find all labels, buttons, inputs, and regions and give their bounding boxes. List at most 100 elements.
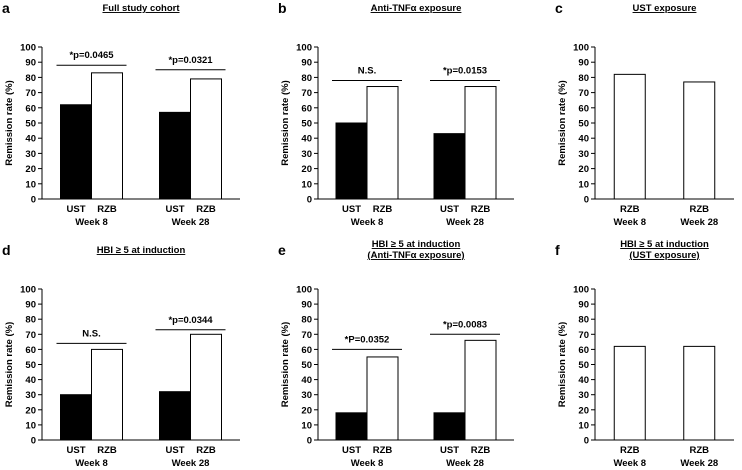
- panel-b-y-axis-label: Remission rate (%): [280, 80, 291, 166]
- panel-c-title-line-0: UST exposure: [633, 3, 697, 14]
- panel-a-bar-week-28-ust: [159, 111, 191, 200]
- panel-c-y-tick-label-80: 80: [578, 73, 589, 84]
- panel-a-y-axis-label: Remission rate (%): [4, 80, 15, 166]
- panel-d-bar-week-28-ust: [159, 391, 191, 441]
- panel-b-cat-label-1-1: RZB: [471, 204, 491, 215]
- panel-d-cat-label-0-1: RZB: [97, 445, 117, 456]
- panel-f-y-tick-label-0: 0: [584, 436, 589, 447]
- panel-b-y-tick-label-10: 10: [301, 179, 312, 190]
- panel-b-y-tick-label-90: 90: [301, 58, 312, 69]
- panel-d-y-tick-label-10: 10: [25, 420, 36, 431]
- panel-e-y-tick-label-20: 20: [301, 405, 312, 416]
- panel-e-y-tick-label-60: 60: [301, 345, 312, 356]
- panel-c-cat-label-1-0: RZB: [689, 204, 709, 215]
- panel-f-y-tick-label-70: 70: [578, 330, 589, 341]
- panel-c-y-tick-label-20: 20: [578, 164, 589, 175]
- panel-f-cat-label-1-0: RZB: [689, 445, 709, 456]
- panel-e-y-tick-label-70: 70: [301, 330, 312, 341]
- panel-b-y-tick-label-30: 30: [301, 149, 312, 160]
- panel-e-cat-label-0-0: UST: [342, 445, 361, 456]
- panel-e-y-tick-label-50: 50: [301, 360, 312, 371]
- panel-e-y-tick-label-0: 0: [307, 436, 312, 447]
- panel-d-week-label-1: Week 28: [172, 458, 210, 469]
- panel-f-y-tick-label-100: 100: [573, 285, 589, 296]
- panel-f-letter: f: [555, 242, 560, 258]
- panel-b-bar-week-8-rzb: [366, 86, 399, 200]
- panel-d-y-tick-label-90: 90: [25, 300, 36, 311]
- panel-e-y-tick-label-40: 40: [301, 375, 312, 386]
- panel-b-sig-label-1: *p=0.0153: [443, 65, 487, 76]
- panel-a-y-tick-label-40: 40: [25, 134, 36, 145]
- panel-b-y-tick-label-100: 100: [296, 43, 312, 54]
- panel-c-y-tick-label-100: 100: [573, 43, 589, 54]
- panel-b-sig-label-0: N.S.: [358, 65, 376, 76]
- panel-e-cat-label-0-1: RZB: [373, 445, 393, 456]
- panel-a-y-tick-label-0: 0: [31, 195, 36, 206]
- panel-a-y-tick-label-20: 20: [25, 164, 36, 175]
- panel-a-y-tick-label-90: 90: [25, 58, 36, 69]
- panel-d-cat-label-0-0: UST: [67, 445, 86, 456]
- panel-f-y-tick-label-90: 90: [578, 300, 589, 311]
- panel-a-week-label-1: Week 28: [172, 217, 210, 228]
- panel-e-y-axis-label: Remission rate (%): [280, 322, 291, 408]
- panel-b-week-label-0: Week 8: [351, 217, 384, 228]
- panel-d-y-tick-label-50: 50: [25, 360, 36, 371]
- panel-f-week-label-1: Week 28: [680, 458, 718, 469]
- panel-d-sig-label-0: N.S.: [82, 328, 100, 339]
- panel-f-y-tick-label-80: 80: [578, 315, 589, 326]
- panel-a-cat-label-0-0: UST: [67, 204, 86, 215]
- panel-f-bar-week-8-rzb: [613, 345, 646, 441]
- panel-a-cat-label-1-0: UST: [166, 204, 185, 215]
- panel-a-bar-week-8-ust: [60, 104, 92, 200]
- panel-e-title-line-1: (Anti-TNFα exposure): [367, 250, 464, 261]
- panel-c-y-tick-label-0: 0: [584, 195, 589, 206]
- panel-d-week-label-0: Week 8: [75, 458, 108, 469]
- panel-d-y-tick-label-60: 60: [25, 345, 36, 356]
- panel-d-y-tick-label-30: 30: [25, 390, 36, 401]
- panel-f-bar-week-28-rzb: [683, 345, 716, 441]
- panel-e-title-line-0: HBI ≥ 5 at induction: [372, 239, 461, 250]
- panel-d-y-tick-label-70: 70: [25, 330, 36, 341]
- panel-a-cat-label-1-1: RZB: [196, 204, 216, 215]
- panel-c-week-label-1: Week 28: [680, 217, 718, 228]
- panel-e-y-tick-label-30: 30: [301, 390, 312, 401]
- panel-f-y-tick-label-10: 10: [578, 420, 589, 431]
- panel-a-week-label-0: Week 8: [75, 217, 108, 228]
- panel-b-cat-label-0-1: RZB: [373, 204, 393, 215]
- panel-b-title-line-0: Anti-TNFα exposure: [371, 3, 462, 14]
- panel-a-y-tick-label-50: 50: [25, 119, 36, 130]
- panel-e-y-tick-label-90: 90: [301, 300, 312, 311]
- panel-e-bar-week-8-ust: [335, 412, 368, 441]
- panel-b-letter: b: [278, 0, 287, 16]
- panel-a-letter: a: [2, 0, 10, 16]
- panel-a-cat-label-0-1: RZB: [97, 204, 117, 215]
- panel-e-bar-week-8-rzb: [366, 356, 399, 441]
- panel-f-y-axis-label: Remission rate (%): [557, 322, 568, 408]
- panel-a-y-tick-label-80: 80: [25, 73, 36, 84]
- panel-a-title-line-0: Full study cohort: [102, 3, 180, 14]
- panel-b-y-tick-label-60: 60: [301, 103, 312, 114]
- panel-e-week-label-1: Week 28: [446, 458, 484, 469]
- panel-b-y-tick-label-20: 20: [301, 164, 312, 175]
- panel-d-y-tick-label-20: 20: [25, 405, 36, 416]
- panel-b-y-tick-label-70: 70: [301, 88, 312, 99]
- panel-c-letter: c: [555, 0, 563, 16]
- panel-d-cat-label-1-1: RZB: [196, 445, 216, 456]
- panel-b-week-label-1: Week 28: [446, 217, 484, 228]
- panel-d-cat-label-1-0: UST: [166, 445, 185, 456]
- panel-d-letter: d: [2, 242, 11, 258]
- panel-a-bar-week-8-rzb: [91, 72, 123, 200]
- panel-e-y-tick-label-80: 80: [301, 315, 312, 326]
- panel-c-y-axis-label: Remission rate (%): [557, 80, 568, 166]
- panel-b-cat-label-0-0: UST: [342, 204, 361, 215]
- panel-f-y-tick-label-50: 50: [578, 360, 589, 371]
- panel-f-week-label-0: Week 8: [613, 458, 646, 469]
- panel-c-y-tick-label-60: 60: [578, 103, 589, 114]
- panel-e-y-tick-label-10: 10: [301, 420, 312, 431]
- panel-a-y-tick-label-100: 100: [20, 43, 36, 54]
- panel-f-cat-label-0-0: RZB: [620, 445, 640, 456]
- panel-e-cat-label-1-1: RZB: [471, 445, 491, 456]
- panel-d-bar-week-8-ust: [60, 394, 92, 441]
- panel-c-y-tick-label-70: 70: [578, 88, 589, 99]
